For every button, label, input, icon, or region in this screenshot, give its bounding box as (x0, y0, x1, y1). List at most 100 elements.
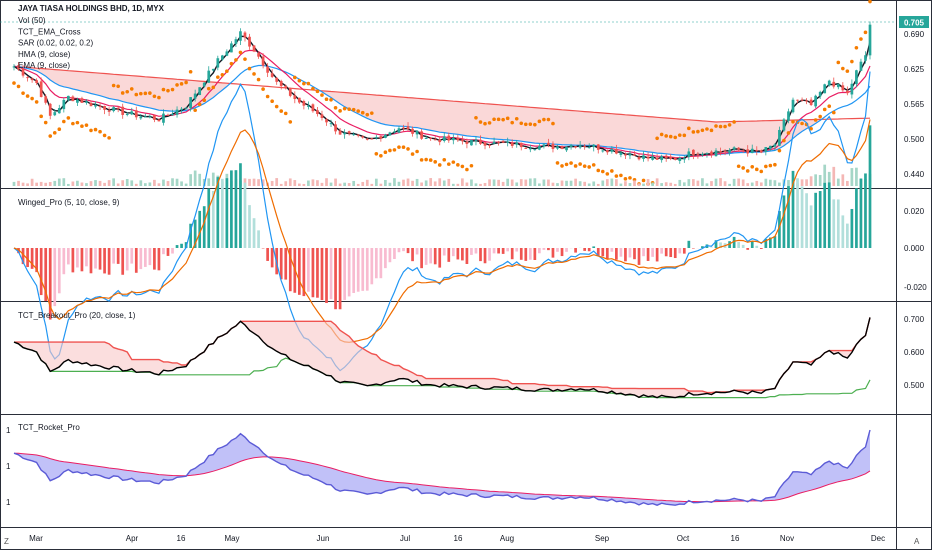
candle-body (107, 110, 111, 112)
sar-dot (523, 122, 528, 127)
volume-bar (89, 181, 93, 186)
sar-dot (356, 109, 361, 113)
winged-histogram-bar (112, 248, 115, 264)
volume-bar (497, 179, 500, 186)
volume-bar (94, 180, 97, 186)
axes: 0.690 0.625 0.565 0.500 0.440 0.020 0.000 -0.02… (4, 30, 927, 546)
corner-right: A (914, 537, 920, 546)
sar-dot (39, 114, 43, 119)
candle-body (673, 157, 677, 160)
candle-body (424, 137, 428, 139)
winged-histogram-bar (574, 248, 577, 253)
volume-bar (171, 178, 174, 186)
price-panel[interactable]: 0.705 (0, 0, 929, 186)
rocket-y-tick: 1 (6, 462, 11, 471)
sar-dot (505, 116, 510, 121)
volume-bar (474, 183, 478, 186)
candle-body (411, 128, 414, 134)
volume-bar (365, 179, 369, 186)
winged-histogram-bar (270, 248, 274, 268)
winged-histogram-bar (307, 248, 310, 292)
price-y-tick: 0.625 (904, 65, 925, 74)
sar-dot (668, 134, 673, 139)
winged-histogram-bar (284, 248, 288, 280)
winged-histogram-bar (103, 248, 106, 274)
candle-body (166, 114, 170, 116)
ema-9-line (13, 49, 871, 159)
winged-histogram-bar (53, 248, 57, 307)
candle-body (501, 140, 505, 143)
winged-histogram-bar (411, 248, 414, 262)
sar-dot (107, 136, 111, 140)
candle-body (741, 150, 745, 152)
sar-dot (369, 111, 374, 115)
ema-cloud-fill (14, 66, 870, 156)
sar-dot (84, 123, 89, 127)
sar-dot (727, 123, 732, 127)
winged-histogram-bar (343, 248, 346, 300)
winged-histogram-bar (329, 248, 333, 300)
volume-bar (846, 180, 849, 186)
candle-body (266, 66, 269, 73)
winged-histogram-bar (48, 248, 52, 320)
sar-dot (641, 178, 646, 183)
winged-histogram-bar (605, 248, 609, 259)
winged-histogram-bar (678, 248, 682, 254)
winged-histogram-bar (651, 248, 654, 257)
volume-bar (664, 182, 668, 186)
candle-body (175, 109, 179, 115)
volume-bar (728, 183, 731, 186)
sar-dot (555, 161, 560, 165)
winged-histogram-bar (370, 248, 374, 285)
volume-bar (547, 179, 550, 186)
breakout-panel[interactable] (13, 317, 871, 399)
volume-bar (35, 182, 38, 186)
sar-dot (818, 114, 822, 119)
candle-body (850, 83, 854, 95)
winged-slow-line (13, 119, 871, 343)
winged-histogram-bar (850, 208, 854, 248)
breakout-y-tick: 0.600 (904, 348, 925, 357)
candle-body (787, 111, 790, 121)
sar-dot (424, 157, 428, 162)
winged-histogram-bar (524, 248, 528, 261)
sar-dot (451, 160, 456, 164)
rocket-panel[interactable] (13, 429, 871, 506)
winged-histogram-bar (628, 248, 632, 258)
sar-dot (134, 92, 139, 97)
volume-bar (714, 178, 718, 186)
winged-histogram-bar (660, 248, 664, 254)
volume-bar (601, 180, 605, 186)
volume-bar (587, 183, 591, 186)
winged-histogram-bar (302, 248, 306, 297)
sar-dot (478, 120, 483, 124)
sar-dot (582, 164, 587, 168)
sar-dot (569, 161, 573, 165)
volume-bar (66, 183, 70, 186)
candle-body (827, 80, 831, 86)
volume-bar (433, 181, 437, 186)
sar-dot (786, 131, 791, 135)
winged-histogram-bar (62, 248, 66, 275)
volume-bar (682, 182, 686, 186)
winged-histogram-bar (456, 248, 460, 260)
winged-histogram-bar (583, 248, 587, 251)
winged-panel[interactable] (13, 71, 872, 372)
volume-bar (769, 179, 772, 186)
candle-body (329, 123, 333, 125)
volume-bar (574, 178, 577, 186)
sar-dot (664, 134, 668, 138)
x-tick: 16 (731, 534, 740, 543)
sar-dot (324, 97, 329, 101)
winged-histogram-bar (864, 173, 867, 248)
volume-bar (719, 178, 722, 186)
winged-histogram-bar (796, 178, 799, 248)
sar-dot (465, 167, 469, 172)
sar-dot (315, 89, 320, 94)
price-y-tick: 0.440 (904, 170, 925, 179)
sar-dot (351, 107, 356, 112)
winged-histogram-bar (592, 246, 596, 248)
indicator-label: TCT_EMA_Cross (18, 27, 81, 36)
winged-histogram-bar (248, 205, 251, 248)
